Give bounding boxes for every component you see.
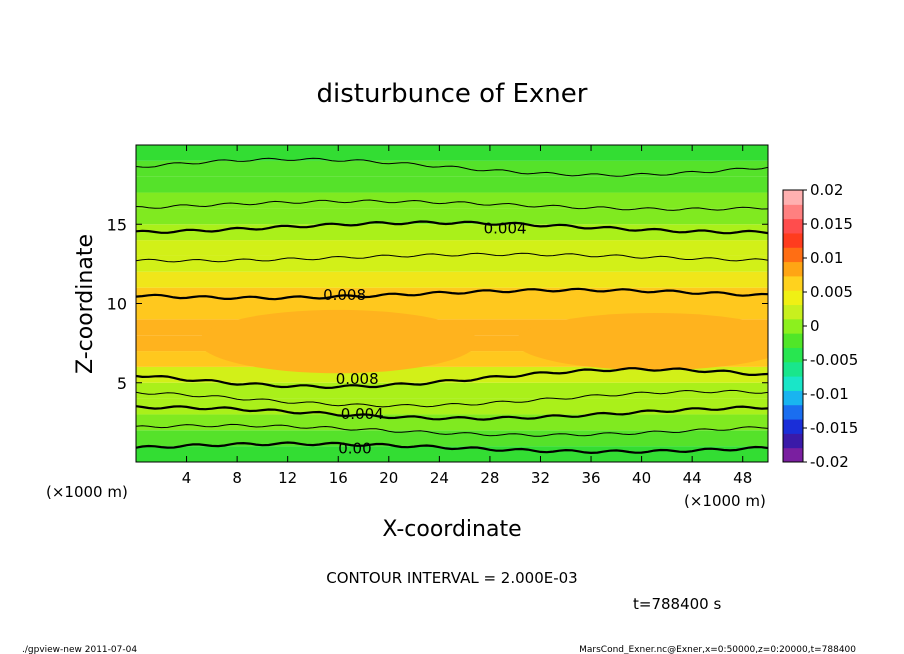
colorbar	[782, 189, 804, 463]
contour-line	[136, 287, 768, 301]
colorbar-tick-label: 0	[810, 317, 820, 335]
plot-area	[136, 145, 768, 462]
colorbar-cell	[783, 304, 803, 320]
contour-line	[136, 220, 768, 235]
colorbar-labels: 0.02 0.015 0.01 0.005 0 -0.005 -0.01 -0.015 -0.0…	[803, 181, 858, 471]
contour-label: 0.008	[323, 286, 366, 304]
x-unit-right: (×1000 m)	[684, 492, 766, 510]
x-tick-label: 36	[581, 469, 600, 487]
colorbar-tick-label: 0.015	[810, 215, 853, 233]
x-tick-label: 32	[531, 469, 550, 487]
colorbar-tick-label: -0.02	[810, 453, 849, 471]
max-lobe	[515, 313, 768, 371]
x-tick-label: 44	[683, 469, 702, 487]
contour-line	[136, 405, 768, 421]
colorbar-cell	[783, 318, 803, 334]
color-band	[136, 398, 768, 415]
x-tick-label: 4	[182, 469, 192, 487]
colorbar-cell	[783, 447, 803, 463]
colorbar-tick-label: 0.005	[810, 283, 853, 301]
x-tick-label: 48	[733, 469, 752, 487]
contour-label: 0.00	[338, 440, 371, 458]
y-tick-label: 15	[107, 215, 127, 234]
colorbar-cell	[783, 390, 803, 406]
colorbar-cell	[783, 275, 803, 291]
colorbar-cell	[783, 419, 803, 434]
chart-title: disturbunce of Exner	[317, 79, 588, 109]
colorbar-cell	[783, 247, 803, 263]
colorbar-cell	[783, 290, 803, 306]
contour-lines	[136, 157, 768, 455]
contour-line	[136, 157, 768, 177]
color-band	[136, 224, 768, 241]
colorbar-cell	[783, 404, 803, 420]
color-band	[136, 160, 768, 177]
contour-line	[136, 441, 768, 455]
colorbar-cell	[783, 190, 803, 205]
colorbar-cell	[783, 218, 803, 234]
color-band	[136, 382, 768, 399]
x-tick-label: 24	[430, 469, 449, 487]
contour-labels: 0.004 0.008 0.008 0.004 0.00	[323, 219, 526, 457]
y-axis-label: Z-coordinate	[73, 234, 98, 374]
contour-line	[136, 389, 768, 408]
x-axis-label: X-coordinate	[382, 517, 521, 542]
contour-label: 0.004	[484, 219, 527, 237]
x-axis: 4 8 12 16 20 24 28 32 36 40 44 48	[182, 145, 752, 487]
x-tick-label: 12	[278, 469, 297, 487]
contour-line	[136, 423, 768, 437]
color-bands	[136, 145, 768, 462]
contour-label: 0.008	[336, 370, 379, 388]
colorbar-tick-label: -0.005	[810, 351, 858, 369]
y-tick-label: 10	[107, 295, 127, 314]
x-tick-label: 28	[480, 469, 499, 487]
contour-line	[136, 252, 768, 263]
contour-label: 0.004	[341, 405, 384, 423]
y-axis: 5 10 15	[107, 215, 768, 393]
footer-left: ./gpview-new 2011-07-04	[22, 645, 137, 654]
colorbar-cell	[783, 232, 803, 248]
colorbar-tick-label: 0.02	[810, 181, 843, 199]
color-band	[136, 271, 768, 288]
color-band	[136, 208, 768, 225]
contour-interval: CONTOUR INTERVAL = 2.000E-03	[326, 569, 577, 587]
x-unit-left: (×1000 m)	[46, 483, 128, 501]
colorbar-cell	[783, 204, 803, 220]
colorbar-cell	[783, 333, 803, 348]
colorbar-cell	[783, 347, 803, 363]
contour-line	[136, 367, 768, 390]
x-tick-label: 20	[379, 469, 398, 487]
colorbar-tick-label: -0.01	[810, 385, 849, 403]
y-tick-label: 5	[117, 374, 127, 393]
time-label: t=788400 s	[633, 595, 721, 613]
colorbar-cell	[783, 261, 803, 277]
colorbar-tick-label: -0.015	[810, 419, 858, 437]
colorbar-cell	[783, 376, 803, 391]
x-tick-label: 8	[232, 469, 242, 487]
color-band	[136, 145, 768, 161]
color-band	[136, 176, 768, 193]
color-band	[136, 414, 768, 431]
max-lobe	[199, 309, 478, 374]
color-band	[136, 255, 768, 272]
colorbar-cell	[783, 433, 803, 449]
colorbar-cell	[783, 361, 803, 377]
color-band	[136, 192, 768, 209]
x-tick-label: 16	[329, 469, 348, 487]
contour-line	[136, 199, 768, 211]
footer-right: MarsCond_Exner.nc@Exner,x=0:50000,z=0:20…	[579, 645, 856, 654]
colorbar-tick-label: 0.01	[810, 249, 843, 267]
color-band	[136, 240, 768, 256]
x-tick-label: 40	[632, 469, 651, 487]
